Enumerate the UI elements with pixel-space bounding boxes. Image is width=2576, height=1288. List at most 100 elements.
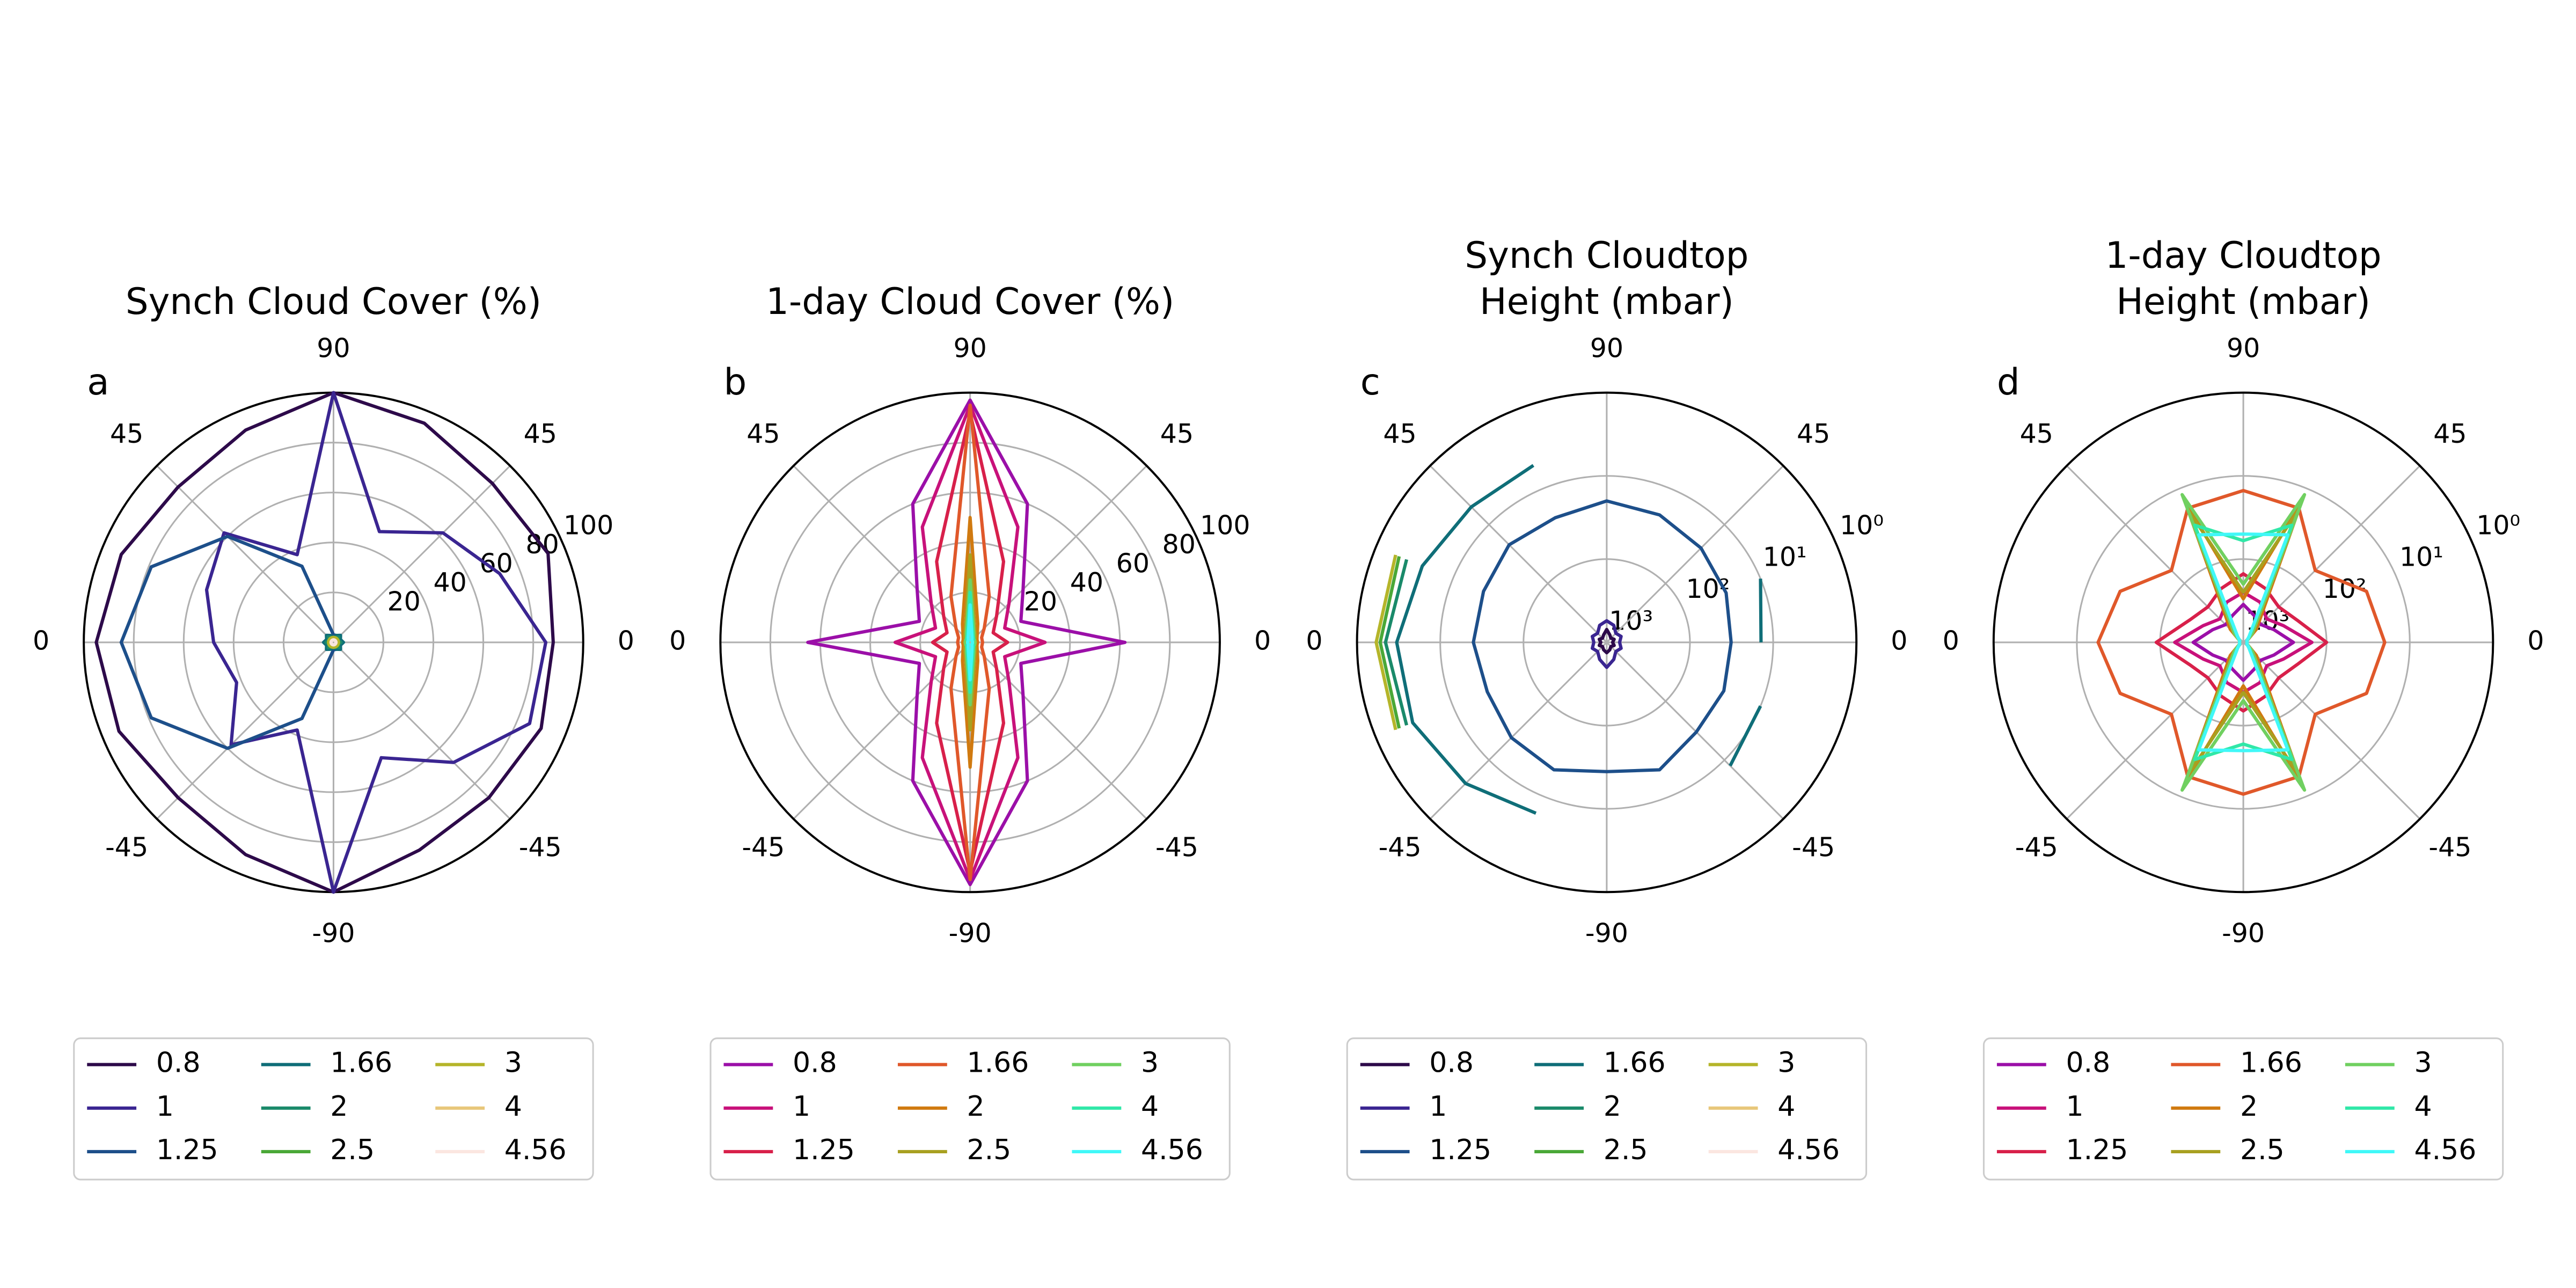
legend-label: 1.66: [1604, 1047, 1666, 1079]
theta-tick-label: -90: [2222, 918, 2265, 948]
legend-label: 1: [2066, 1091, 2083, 1123]
grid-spoke: [333, 465, 511, 643]
chart-title: Height (mbar): [2116, 280, 2370, 323]
legend-frame: [73, 1037, 594, 1181]
r-tick-label: 80: [1162, 529, 1196, 560]
theta-tick-label: 45: [1160, 419, 1194, 449]
theta-tick-label: -45: [519, 832, 562, 863]
grid-spoke: [156, 465, 334, 643]
series-line: [961, 516, 979, 769]
grid-spoke: [156, 641, 334, 820]
legend-label: 1.66: [967, 1047, 1029, 1079]
theta-tick-label: -90: [312, 918, 355, 948]
grid-spoke: [1606, 641, 1784, 820]
legend-label: 3: [1777, 1047, 1795, 1079]
legend-label: 4.56: [2414, 1134, 2476, 1166]
legend-label: 0.8: [793, 1047, 837, 1079]
r-tick-label: 100: [1200, 510, 1250, 540]
theta-tick-label: 0: [33, 625, 49, 656]
panel-label: b: [723, 361, 747, 403]
theta-tick-label: -45: [105, 832, 148, 863]
legend: 0.8 1 1.25 1.66 2 2.5 3 4 4.56: [709, 1037, 1231, 1181]
series-line: [327, 635, 340, 649]
series-line: [931, 411, 1009, 874]
theta-tick-label: 90: [2227, 333, 2260, 364]
theta-tick-label: 0: [1254, 625, 1271, 656]
theta-tick-label: -90: [949, 918, 992, 948]
series-line: [2096, 488, 2387, 796]
theta-tick-label: 0: [2527, 625, 2544, 656]
theta-tick-label: 45: [524, 419, 557, 449]
r-tick-label: 40: [433, 567, 466, 598]
series-line: [1395, 464, 1763, 815]
legend-label: 1: [156, 1091, 174, 1123]
legend-label: 2: [330, 1091, 348, 1123]
panel-label: c: [1360, 361, 1380, 403]
series-line: [949, 403, 991, 882]
series-line: [1378, 556, 1401, 729]
series-line: [1472, 499, 1733, 773]
legend: 0.8 1 1.25 1.66 2 2.5 3 4 4.56: [1982, 1037, 2504, 1181]
theta-tick-label: -45: [1792, 832, 1835, 863]
r-tick-label: 100: [564, 510, 613, 540]
theta-tick-label: -45: [1155, 832, 1198, 863]
r-tick-label: 20: [387, 587, 421, 617]
grid-spoke: [1606, 465, 1784, 643]
legend-label: 4.56: [504, 1134, 567, 1166]
legend-label: 1.25: [156, 1134, 218, 1166]
theta-tick-label: 45: [2020, 419, 2053, 449]
series-line: [94, 391, 555, 894]
legend-label: 2.5: [330, 1134, 375, 1166]
theta-tick-label: 0: [618, 625, 634, 656]
legend-label: 2: [1604, 1091, 1621, 1123]
legend-label: 4: [504, 1091, 522, 1123]
r-tick-label: 10⁰: [2476, 510, 2520, 540]
theta-tick-label: 45: [110, 419, 143, 449]
grid-spoke: [969, 465, 1147, 643]
legend: 0.8 1 1.25 1.66 2 2.5 3 4 4.56: [73, 1037, 594, 1181]
chart-title: Synch Cloud Cover (%): [126, 280, 541, 323]
r-tick-label: 20: [1024, 587, 1057, 617]
legend-frame: [1982, 1037, 2504, 1181]
legend-label: 1.25: [2066, 1134, 2128, 1166]
r-tick-label: 10⁰: [1840, 510, 1884, 540]
series-line: [2197, 532, 2290, 752]
series-line: [806, 398, 1127, 887]
theta-tick-label: 90: [317, 333, 350, 364]
series-line: [204, 391, 547, 894]
legend-label: 0.8: [156, 1047, 201, 1079]
grid-spoke: [2243, 465, 2421, 643]
theta-tick-label: 90: [953, 333, 986, 364]
chart-title: 1-day Cloud Cover (%): [766, 280, 1174, 323]
panel-label: a: [87, 361, 109, 403]
polar-panel: Synch Cloud Cover (%)a204060801000459045…: [33, 280, 634, 1181]
theta-tick-label: -45: [1379, 832, 1422, 863]
polar-frame: [1992, 391, 2494, 894]
legend-label: 2: [2240, 1091, 2258, 1123]
legend-label: 3: [504, 1047, 522, 1079]
legend-label: 4.56: [1141, 1134, 1203, 1166]
series-line: [1374, 554, 1397, 730]
theta-tick-label: 90: [1590, 333, 1623, 364]
theta-tick-label: -90: [1585, 918, 1628, 948]
theta-tick-label: 45: [2433, 419, 2467, 449]
legend-label: 4.56: [1777, 1134, 1840, 1166]
chart-title: Synch Cloudtop: [1465, 234, 1748, 276]
theta-tick-label: -45: [742, 832, 785, 863]
series-line: [965, 603, 975, 682]
theta-tick-label: 0: [1891, 625, 1907, 656]
theta-tick-label: 0: [1943, 625, 1959, 656]
legend-label: 1.25: [793, 1134, 855, 1166]
series-line: [321, 633, 346, 652]
legend-label: 3: [1141, 1047, 1159, 1079]
grid-spoke: [2243, 641, 2421, 820]
theta-tick-label: 45: [1383, 419, 1416, 449]
panel-label: d: [1997, 361, 2020, 403]
theta-tick-label: -45: [2015, 832, 2058, 863]
theta-tick-label: 0: [669, 625, 686, 656]
legend-label: 4: [2414, 1091, 2432, 1123]
grid-spoke: [969, 641, 1147, 820]
